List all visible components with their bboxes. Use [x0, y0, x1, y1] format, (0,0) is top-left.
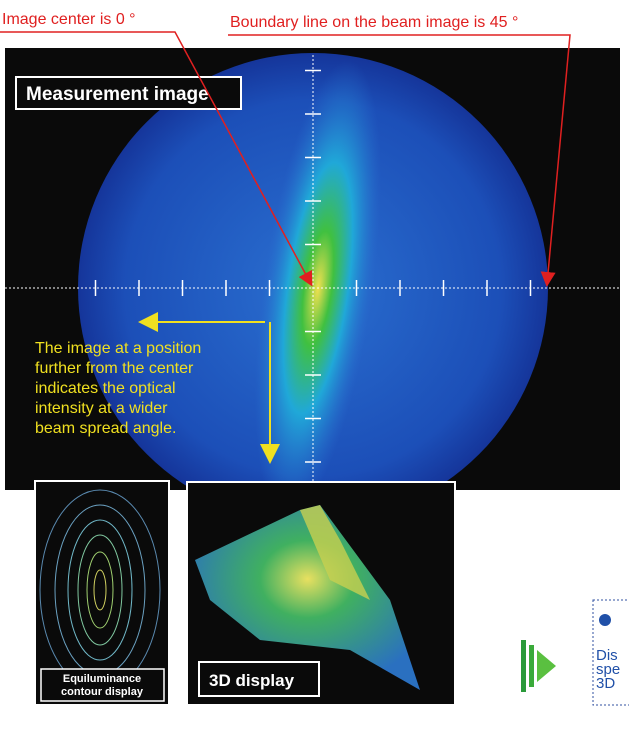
contour-label-line: Equiluminance — [63, 673, 141, 685]
center-annotation: Image center is 0 ° — [2, 11, 136, 28]
note-line: indicates the optical — [35, 380, 176, 397]
measurement-label: Measurement image — [26, 84, 209, 105]
side-line: 3D — [596, 675, 615, 692]
contour-label-line: contour display — [61, 686, 144, 698]
note-line: The image at a position — [35, 340, 201, 357]
display3d-label: 3D display — [209, 671, 295, 690]
bullet — [599, 614, 611, 626]
next-icon — [521, 640, 556, 692]
note-line: intensity at a wider — [35, 400, 168, 417]
boundary-annotation: Boundary line on the beam image is 45 ° — [230, 14, 518, 31]
figure: Measurement image The image at a positio… — [0, 0, 629, 740]
note-line: beam spread angle. — [35, 420, 176, 437]
note-line: further from the center — [35, 360, 194, 377]
